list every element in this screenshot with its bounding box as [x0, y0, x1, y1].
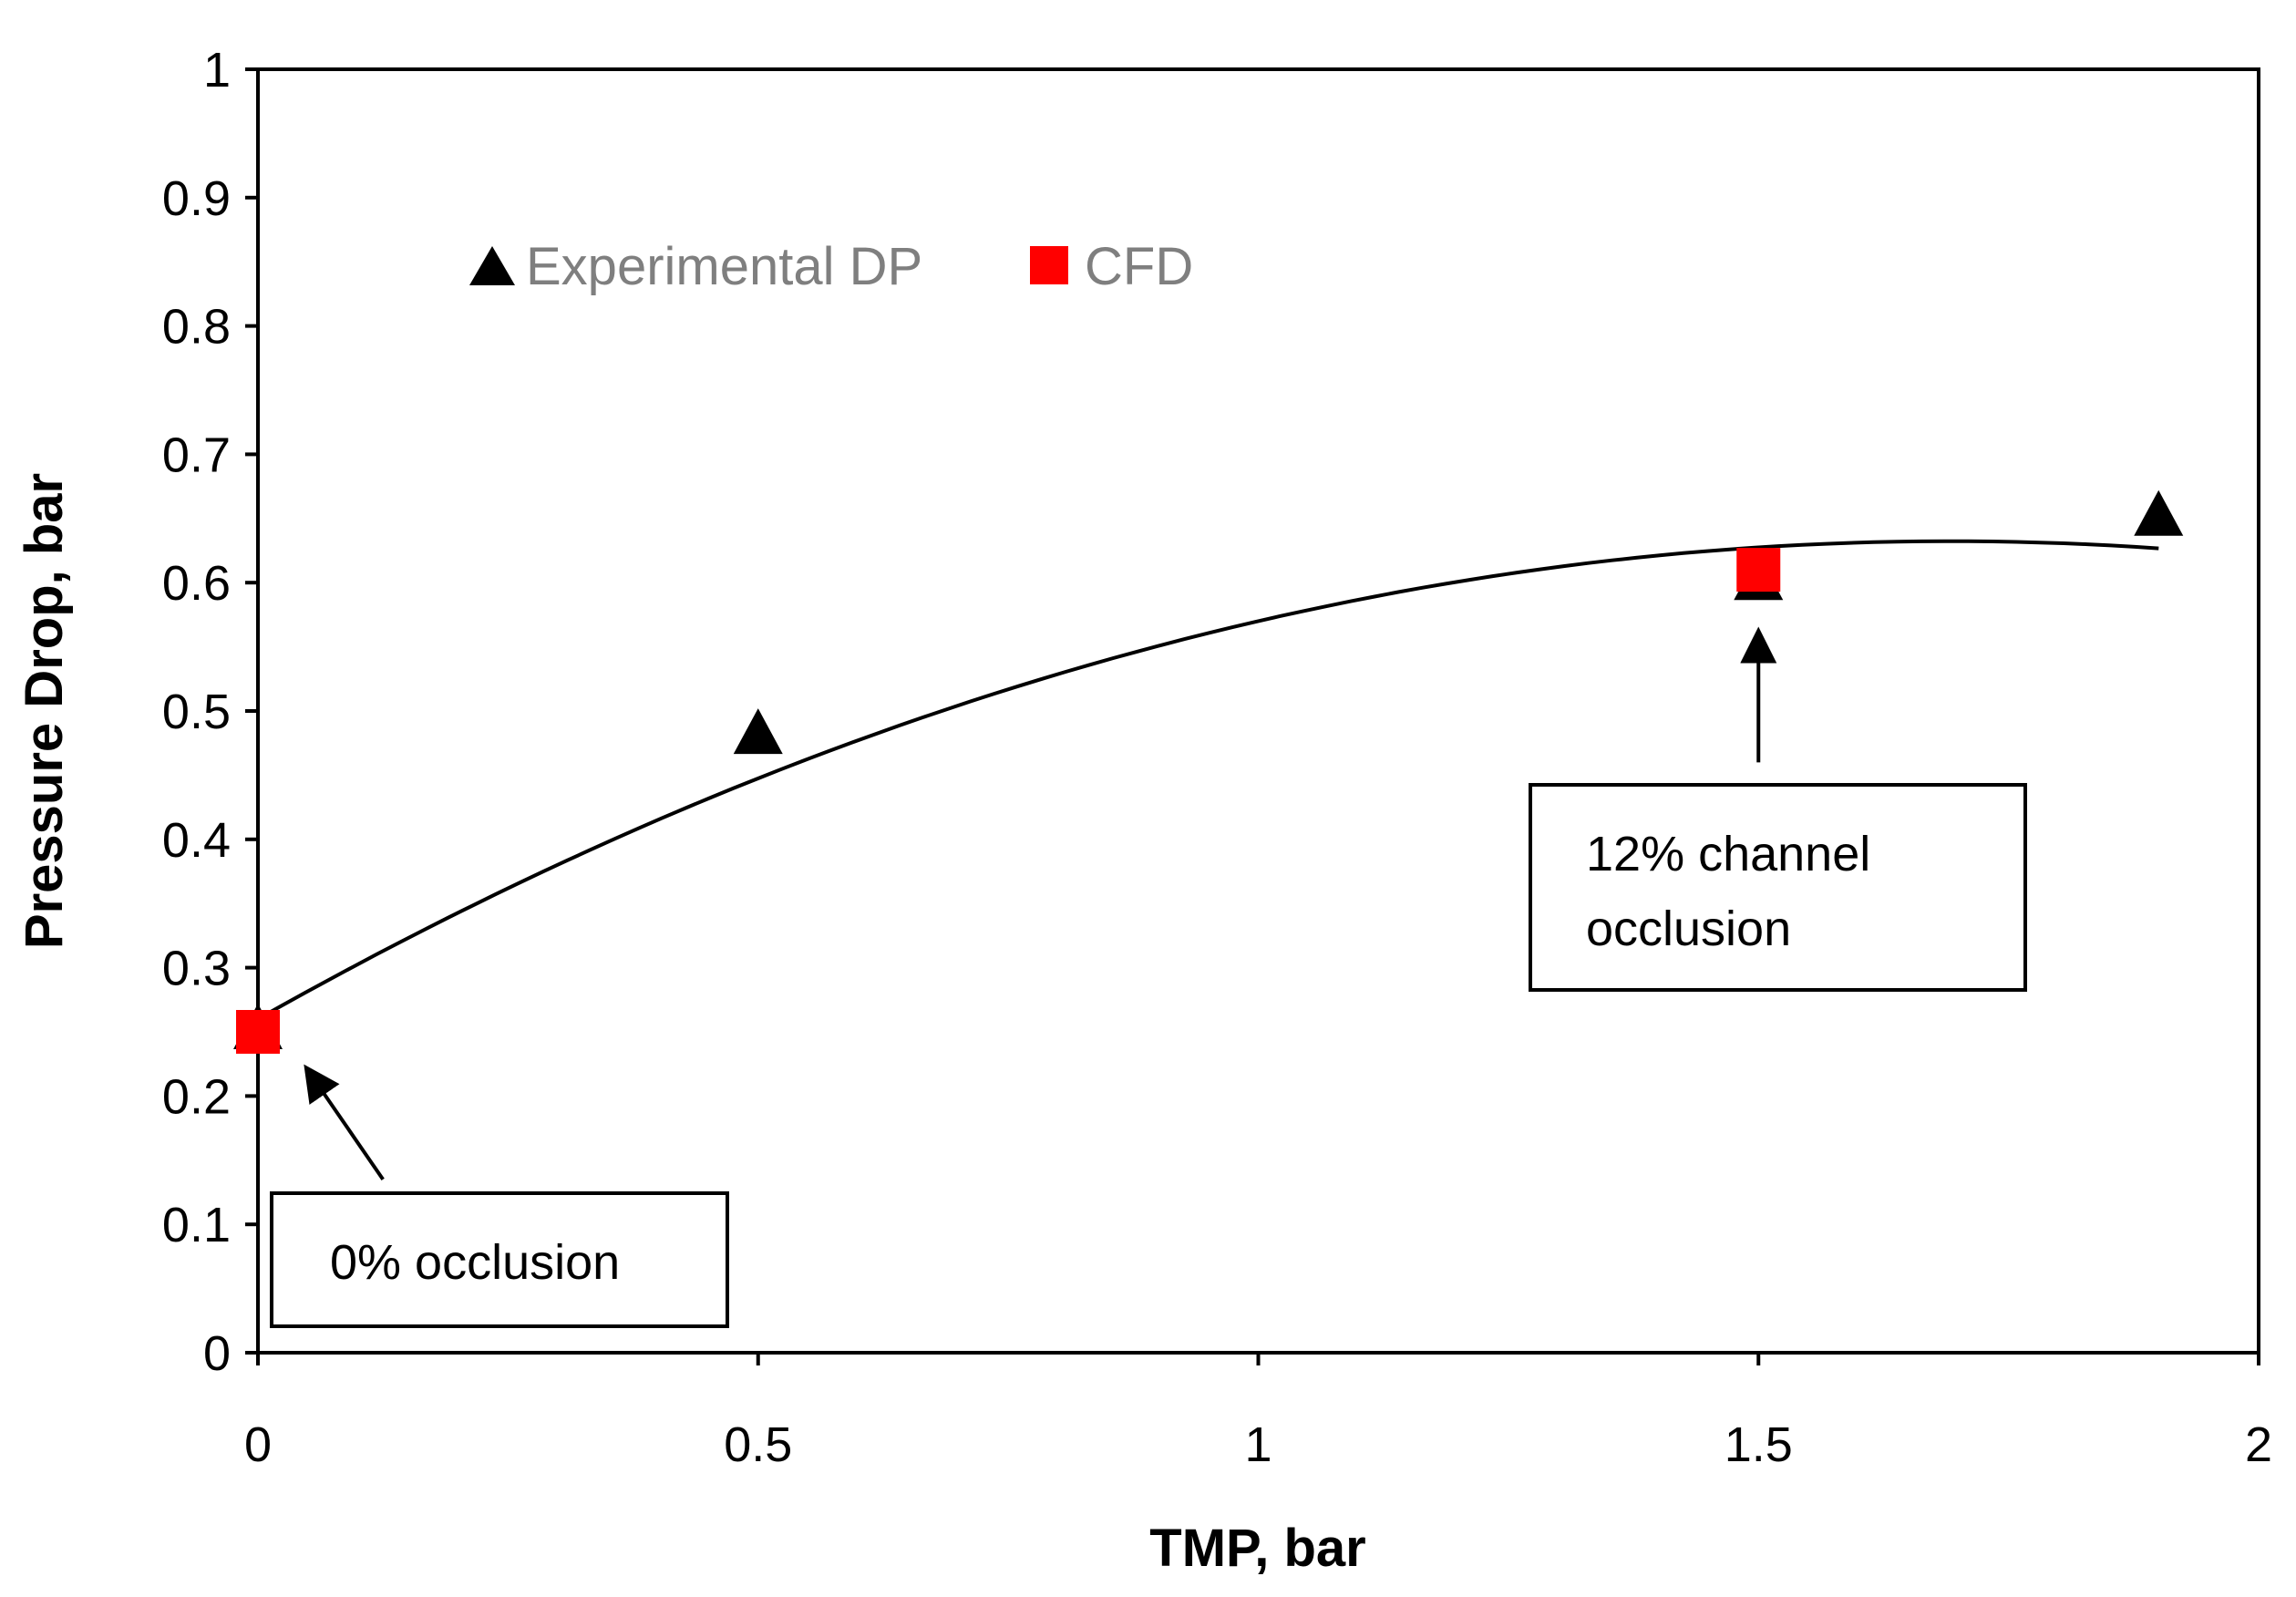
cfd-point: [1736, 548, 1781, 592]
y-tick-label: 0.8: [162, 300, 231, 355]
annotation-left-text: 0% occlusion: [330, 1235, 620, 1290]
experimental-point: [733, 708, 783, 755]
y-tick-label: 1: [203, 43, 231, 98]
annotation-left-arrow: [304, 1064, 385, 1181]
y-tick-label: 0.2: [162, 1069, 231, 1124]
annotation-right-text-line1: 12% channel: [1586, 827, 1870, 881]
y-tick-label: 0.1: [162, 1198, 231, 1252]
annotation-left: 0% occlusion: [270, 1064, 729, 1328]
y-tick-label: 0.3: [162, 942, 231, 996]
x-tick-label: 1.5: [1725, 1417, 1793, 1472]
legend-square-icon: [1030, 246, 1068, 284]
x-tick-label: 0: [244, 1417, 272, 1472]
trendline: [257, 539, 2159, 1021]
experimental-point: [2134, 489, 2184, 536]
legend-label-cfd: CFD: [1085, 237, 1193, 296]
y-tick-label: 0.6: [162, 556, 231, 611]
y-tick-label: 0.4: [162, 813, 231, 868]
annotation-right-box: [1529, 783, 2027, 992]
x-tick-label: 0.5: [724, 1417, 792, 1472]
x-tick-label: 2: [2245, 1417, 2272, 1472]
y-tick-label: 0.9: [162, 171, 231, 226]
x-tick-label: 1: [1244, 1417, 1272, 1472]
legend: Experimental DP CFD: [469, 237, 1193, 296]
y-tick-label: 0.5: [162, 685, 231, 739]
x-axis-ticks: 0 0.5 1 1.5 2: [244, 1353, 2272, 1472]
y-axis-ticks: 0 0.1 0.2 0.3 0.4 0.5 0.6 0.7 0.8 0.9 1: [162, 43, 258, 1381]
legend-label-experimental: Experimental DP: [526, 237, 922, 296]
cfd-point: [236, 1010, 280, 1054]
annotation-right: 12% channel occlusion: [1529, 626, 2027, 992]
y-axis-title: Pressure Drop, bar: [15, 473, 74, 949]
legend-triangle-icon: [469, 246, 515, 285]
data-markers: [233, 489, 2184, 1054]
annotation-left-box: [270, 1191, 729, 1328]
annotation-right-text-line2: occlusion: [1586, 902, 1791, 956]
y-tick-label: 0.7: [162, 428, 231, 482]
y-tick-label: 0: [203, 1326, 231, 1381]
x-axis-title: TMP, bar: [1149, 1519, 1365, 1578]
